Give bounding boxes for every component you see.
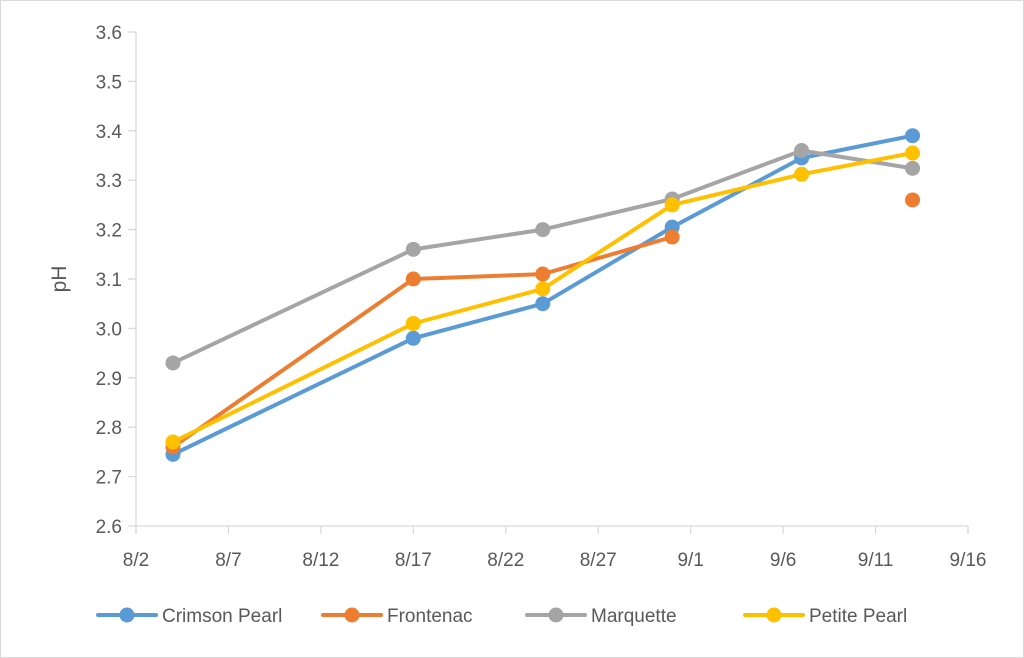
x-tick-label: 8/2 bbox=[123, 550, 149, 571]
y-tick-label: 3.3 bbox=[96, 171, 122, 192]
y-tick-label: 3.5 bbox=[96, 72, 122, 93]
legend-marker-marquette bbox=[548, 607, 564, 623]
legend-marker-frontenac bbox=[344, 607, 360, 623]
data-point-marquette bbox=[405, 241, 421, 257]
x-tick-label: 8/27 bbox=[580, 550, 617, 571]
x-tick-label: 8/22 bbox=[487, 550, 524, 571]
y-tick-label: 2.9 bbox=[96, 369, 122, 390]
data-point-marquette bbox=[165, 355, 181, 371]
data-point-crimson-pearl bbox=[535, 296, 551, 312]
legend-item-marquette: Marquette bbox=[525, 606, 677, 627]
data-point-marquette bbox=[794, 143, 810, 159]
data-point-petite-pearl bbox=[664, 197, 680, 213]
data-point-frontenac bbox=[905, 192, 921, 208]
legend-item-frontenac: Frontenac bbox=[321, 606, 473, 627]
series-petite-pearl bbox=[165, 145, 921, 450]
y-tick-label: 3.2 bbox=[96, 221, 122, 242]
legend: Crimson Pearl Frontenac Marquette Petite Pe… bbox=[96, 606, 907, 627]
series-line-frontenac bbox=[171, 235, 675, 449]
legend-label-marquette: Marquette bbox=[591, 606, 677, 627]
plot-area bbox=[165, 128, 921, 462]
data-point-petite-pearl bbox=[905, 145, 921, 161]
x-tick-label: 9/11 bbox=[858, 550, 894, 571]
legend-item-crimson-pearl: Crimson Pearl bbox=[96, 606, 282, 627]
x-tick-label: 9/6 bbox=[770, 550, 796, 571]
legend-item-petite-pearl: Petite Pearl bbox=[743, 606, 907, 627]
legend-label-crimson-pearl: Crimson Pearl bbox=[162, 606, 282, 627]
x-tick-label: 8/7 bbox=[215, 550, 241, 571]
y-axis-title: pH bbox=[48, 266, 71, 293]
data-point-frontenac bbox=[535, 266, 551, 282]
data-point-petite-pearl bbox=[794, 166, 810, 182]
y-tick-label: 3.4 bbox=[96, 122, 123, 143]
y-tick-label: 3.0 bbox=[96, 319, 122, 340]
data-point-marquette bbox=[905, 160, 921, 176]
data-point-crimson-pearl bbox=[905, 128, 921, 144]
x-tick-label: 8/17 bbox=[395, 550, 432, 571]
legend-label-petite-pearl: Petite Pearl bbox=[809, 606, 907, 627]
data-point-frontenac bbox=[664, 229, 680, 245]
data-point-petite-pearl bbox=[405, 315, 421, 331]
y-tick-label: 2.7 bbox=[96, 468, 122, 489]
x-tick-label: 8/12 bbox=[302, 550, 339, 571]
x-tick-label: 9/16 bbox=[950, 550, 987, 571]
series-line-marquette bbox=[171, 148, 915, 365]
y-tick-label: 3.1 bbox=[96, 270, 122, 291]
x-tick-label: 9/1 bbox=[677, 550, 703, 571]
data-point-frontenac bbox=[405, 271, 421, 287]
legend-label-frontenac: Frontenac bbox=[387, 606, 473, 627]
legend-marker-crimson-pearl bbox=[119, 607, 135, 623]
data-point-marquette bbox=[535, 222, 551, 238]
axes: 2.6 2.7 2.8 2.9 3.0 3.1 3.2 3.3 3.4 3.5 3.6 8/2 8/7 8… bbox=[96, 23, 987, 571]
series-line-petite-pearl bbox=[171, 151, 915, 444]
data-point-petite-pearl bbox=[165, 434, 181, 450]
legend-marker-petite-pearl bbox=[766, 607, 782, 623]
data-point-crimson-pearl bbox=[405, 330, 421, 346]
y-tick-label: 3.6 bbox=[96, 23, 122, 44]
y-tick-label: 2.6 bbox=[96, 517, 122, 538]
y-tick-label: 2.8 bbox=[96, 418, 122, 439]
data-point-petite-pearl bbox=[535, 281, 551, 297]
